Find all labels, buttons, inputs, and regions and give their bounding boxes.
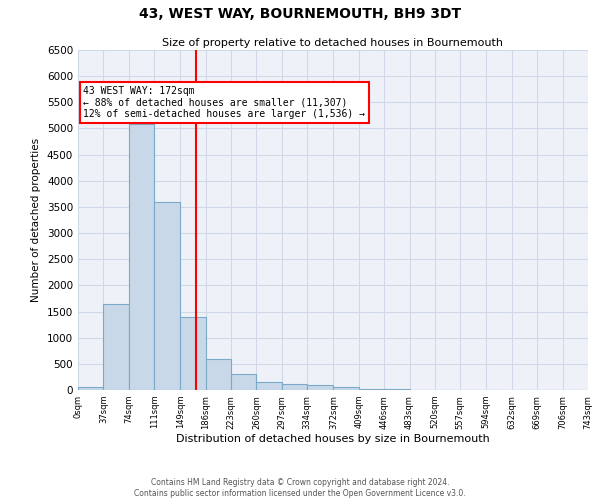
Text: 43 WEST WAY: 172sqm
← 88% of detached houses are smaller (11,307)
12% of semi-de: 43 WEST WAY: 172sqm ← 88% of detached ho…	[83, 86, 365, 119]
Text: Contains HM Land Registry data © Crown copyright and database right 2024.
Contai: Contains HM Land Registry data © Crown c…	[134, 478, 466, 498]
Bar	[231, 374, 256, 390]
Bar	[206, 358, 231, 390]
Bar	[78, 387, 103, 390]
Title: Size of property relative to detached houses in Bournemouth: Size of property relative to detached ho…	[163, 38, 503, 48]
X-axis label: Distribution of detached houses by size in Bournemouth: Distribution of detached houses by size …	[176, 434, 490, 444]
Bar	[129, 124, 154, 390]
Bar	[334, 388, 359, 390]
Text: 43, WEST WAY, BOURNEMOUTH, BH9 3DT: 43, WEST WAY, BOURNEMOUTH, BH9 3DT	[139, 8, 461, 22]
Bar	[256, 382, 282, 390]
Bar	[307, 385, 332, 390]
Bar	[103, 304, 129, 390]
Bar	[180, 317, 206, 390]
Bar	[282, 384, 307, 390]
Bar	[154, 202, 179, 390]
Y-axis label: Number of detached properties: Number of detached properties	[31, 138, 41, 302]
